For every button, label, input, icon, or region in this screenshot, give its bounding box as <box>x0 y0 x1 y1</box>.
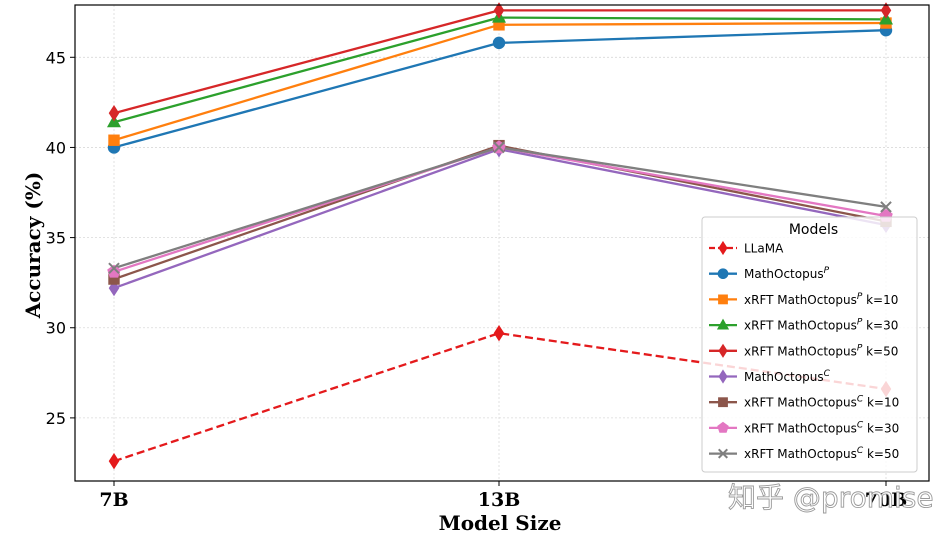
legend-swatch-marker <box>718 240 728 256</box>
legend-label-name: xRFT MathOctopus <box>744 447 857 461</box>
y-tick-label: 25 <box>46 409 66 428</box>
legend-swatch-marker <box>718 448 728 459</box>
legend-label-suffix: k=30 <box>862 319 898 333</box>
legend-label-suffix: k=30 <box>863 421 899 435</box>
data-point-0-0 <box>108 452 120 470</box>
legend-box <box>701 216 918 473</box>
marker-stroke <box>880 201 892 213</box>
y-axis-label: Accuracy (%) <box>21 172 45 320</box>
legend-label-sup: P <box>824 266 830 276</box>
data-point-7-0 <box>107 264 121 278</box>
legend-swatch-marker <box>716 318 730 330</box>
legend-label-name: LLaMA <box>744 242 784 256</box>
legend-title: Models <box>789 222 838 238</box>
x-axis-ticks: 7B 13B 70B <box>99 481 907 511</box>
data-point-0-1 <box>493 324 505 342</box>
legend-label-suffix: k=10 <box>862 293 898 307</box>
legend-label: xRFT MathOctopusP k=10 <box>744 292 898 307</box>
legend-label-name: xRFT MathOctopus <box>744 421 857 435</box>
legend-label-name: MathOctopus <box>744 370 824 384</box>
data-point-4-1 <box>493 2 505 19</box>
legend-label-name: xRFT MathOctopus <box>744 344 857 358</box>
data-point-8-0 <box>108 262 120 275</box>
legend-label-sup: C <box>857 420 864 430</box>
legend-label-sup: C <box>857 446 864 456</box>
legend-label-sup: C <box>824 369 831 379</box>
legend-label: xRFT MathOctopusP k=30 <box>744 318 898 333</box>
legend-label: LLaMA <box>744 242 784 256</box>
legend-label: xRFT MathOctopusC k=30 <box>744 420 899 435</box>
y-tick-label: 45 <box>46 48 66 67</box>
y-tick-label: 40 <box>46 138 66 157</box>
legend-item: xRFT MathOctopusP k=50 <box>709 343 898 358</box>
data-point-8-2 <box>880 201 892 213</box>
legend-label-sup: P <box>857 343 863 353</box>
marker-stroke <box>108 262 120 275</box>
legend-swatch-marker <box>717 268 729 280</box>
legend-label-name: xRFT MathOctopus <box>744 293 857 307</box>
data-point-4-0 <box>108 104 120 122</box>
legend-swatch-marker <box>717 421 729 433</box>
legend-label-suffix: k=50 <box>862 344 898 358</box>
plot-frame <box>74 4 930 482</box>
legend-label: xRFT MathOctopusP k=50 <box>744 343 898 358</box>
legend-swatch-marker <box>718 397 728 408</box>
data-point-1-1 <box>492 36 506 50</box>
legend-label: MathOctopusP <box>744 266 830 281</box>
legend-label-suffix: k=50 <box>863 447 899 461</box>
legend-item: xRFT MathOctopusC k=50 <box>709 446 899 461</box>
x-tick-label: 7B <box>99 489 128 511</box>
legend-label-sup: P <box>857 292 863 302</box>
legend-swatch-marker <box>718 369 728 384</box>
x-tick-label: 13B <box>478 489 521 511</box>
legend-swatch-marker <box>718 343 728 358</box>
legend-label-sup: C <box>857 395 864 405</box>
legend-label: MathOctopusC <box>744 369 831 384</box>
x-tick-label: 70B <box>865 489 908 511</box>
legend-label: xRFT MathOctopusC k=50 <box>744 446 899 461</box>
data-point-5-0 <box>108 279 120 297</box>
y-axis-ticks: 25 30 35 40 45 <box>46 48 75 428</box>
legend-swatch-marker <box>718 294 728 305</box>
marker-stroke <box>493 141 505 154</box>
legend-item: MathOctopusP <box>709 266 830 281</box>
legend-item: xRFT MathOctopusP k=10 <box>709 292 898 307</box>
legend-item: xRFT MathOctopusP k=30 <box>709 318 898 333</box>
legend-label-suffix: k=10 <box>863 396 899 410</box>
legend-label-name: MathOctopus <box>744 267 824 281</box>
y-tick-label: 35 <box>46 229 66 248</box>
data-point-4-2 <box>880 2 892 19</box>
data-point-2-0 <box>108 134 120 146</box>
y-tick-label: 30 <box>46 319 66 338</box>
legend-item: xRFT MathOctopusC k=10 <box>709 395 899 410</box>
watermark: 知乎 @promise <box>728 481 934 514</box>
legend-label: xRFT MathOctopusC k=10 <box>744 395 899 410</box>
legend-item: MathOctopusC <box>709 369 831 384</box>
marker-stroke <box>718 448 728 459</box>
x-axis-label: Model Size <box>439 511 562 535</box>
legend-label-name: xRFT MathOctopus <box>744 319 857 333</box>
legend-label-name: xRFT MathOctopus <box>744 396 857 410</box>
data-point-8-1 <box>493 141 505 154</box>
legend-item: LLaMA <box>709 240 784 256</box>
legend-label-sup: P <box>857 318 863 328</box>
legend-item: xRFT MathOctopusC k=30 <box>709 420 899 435</box>
